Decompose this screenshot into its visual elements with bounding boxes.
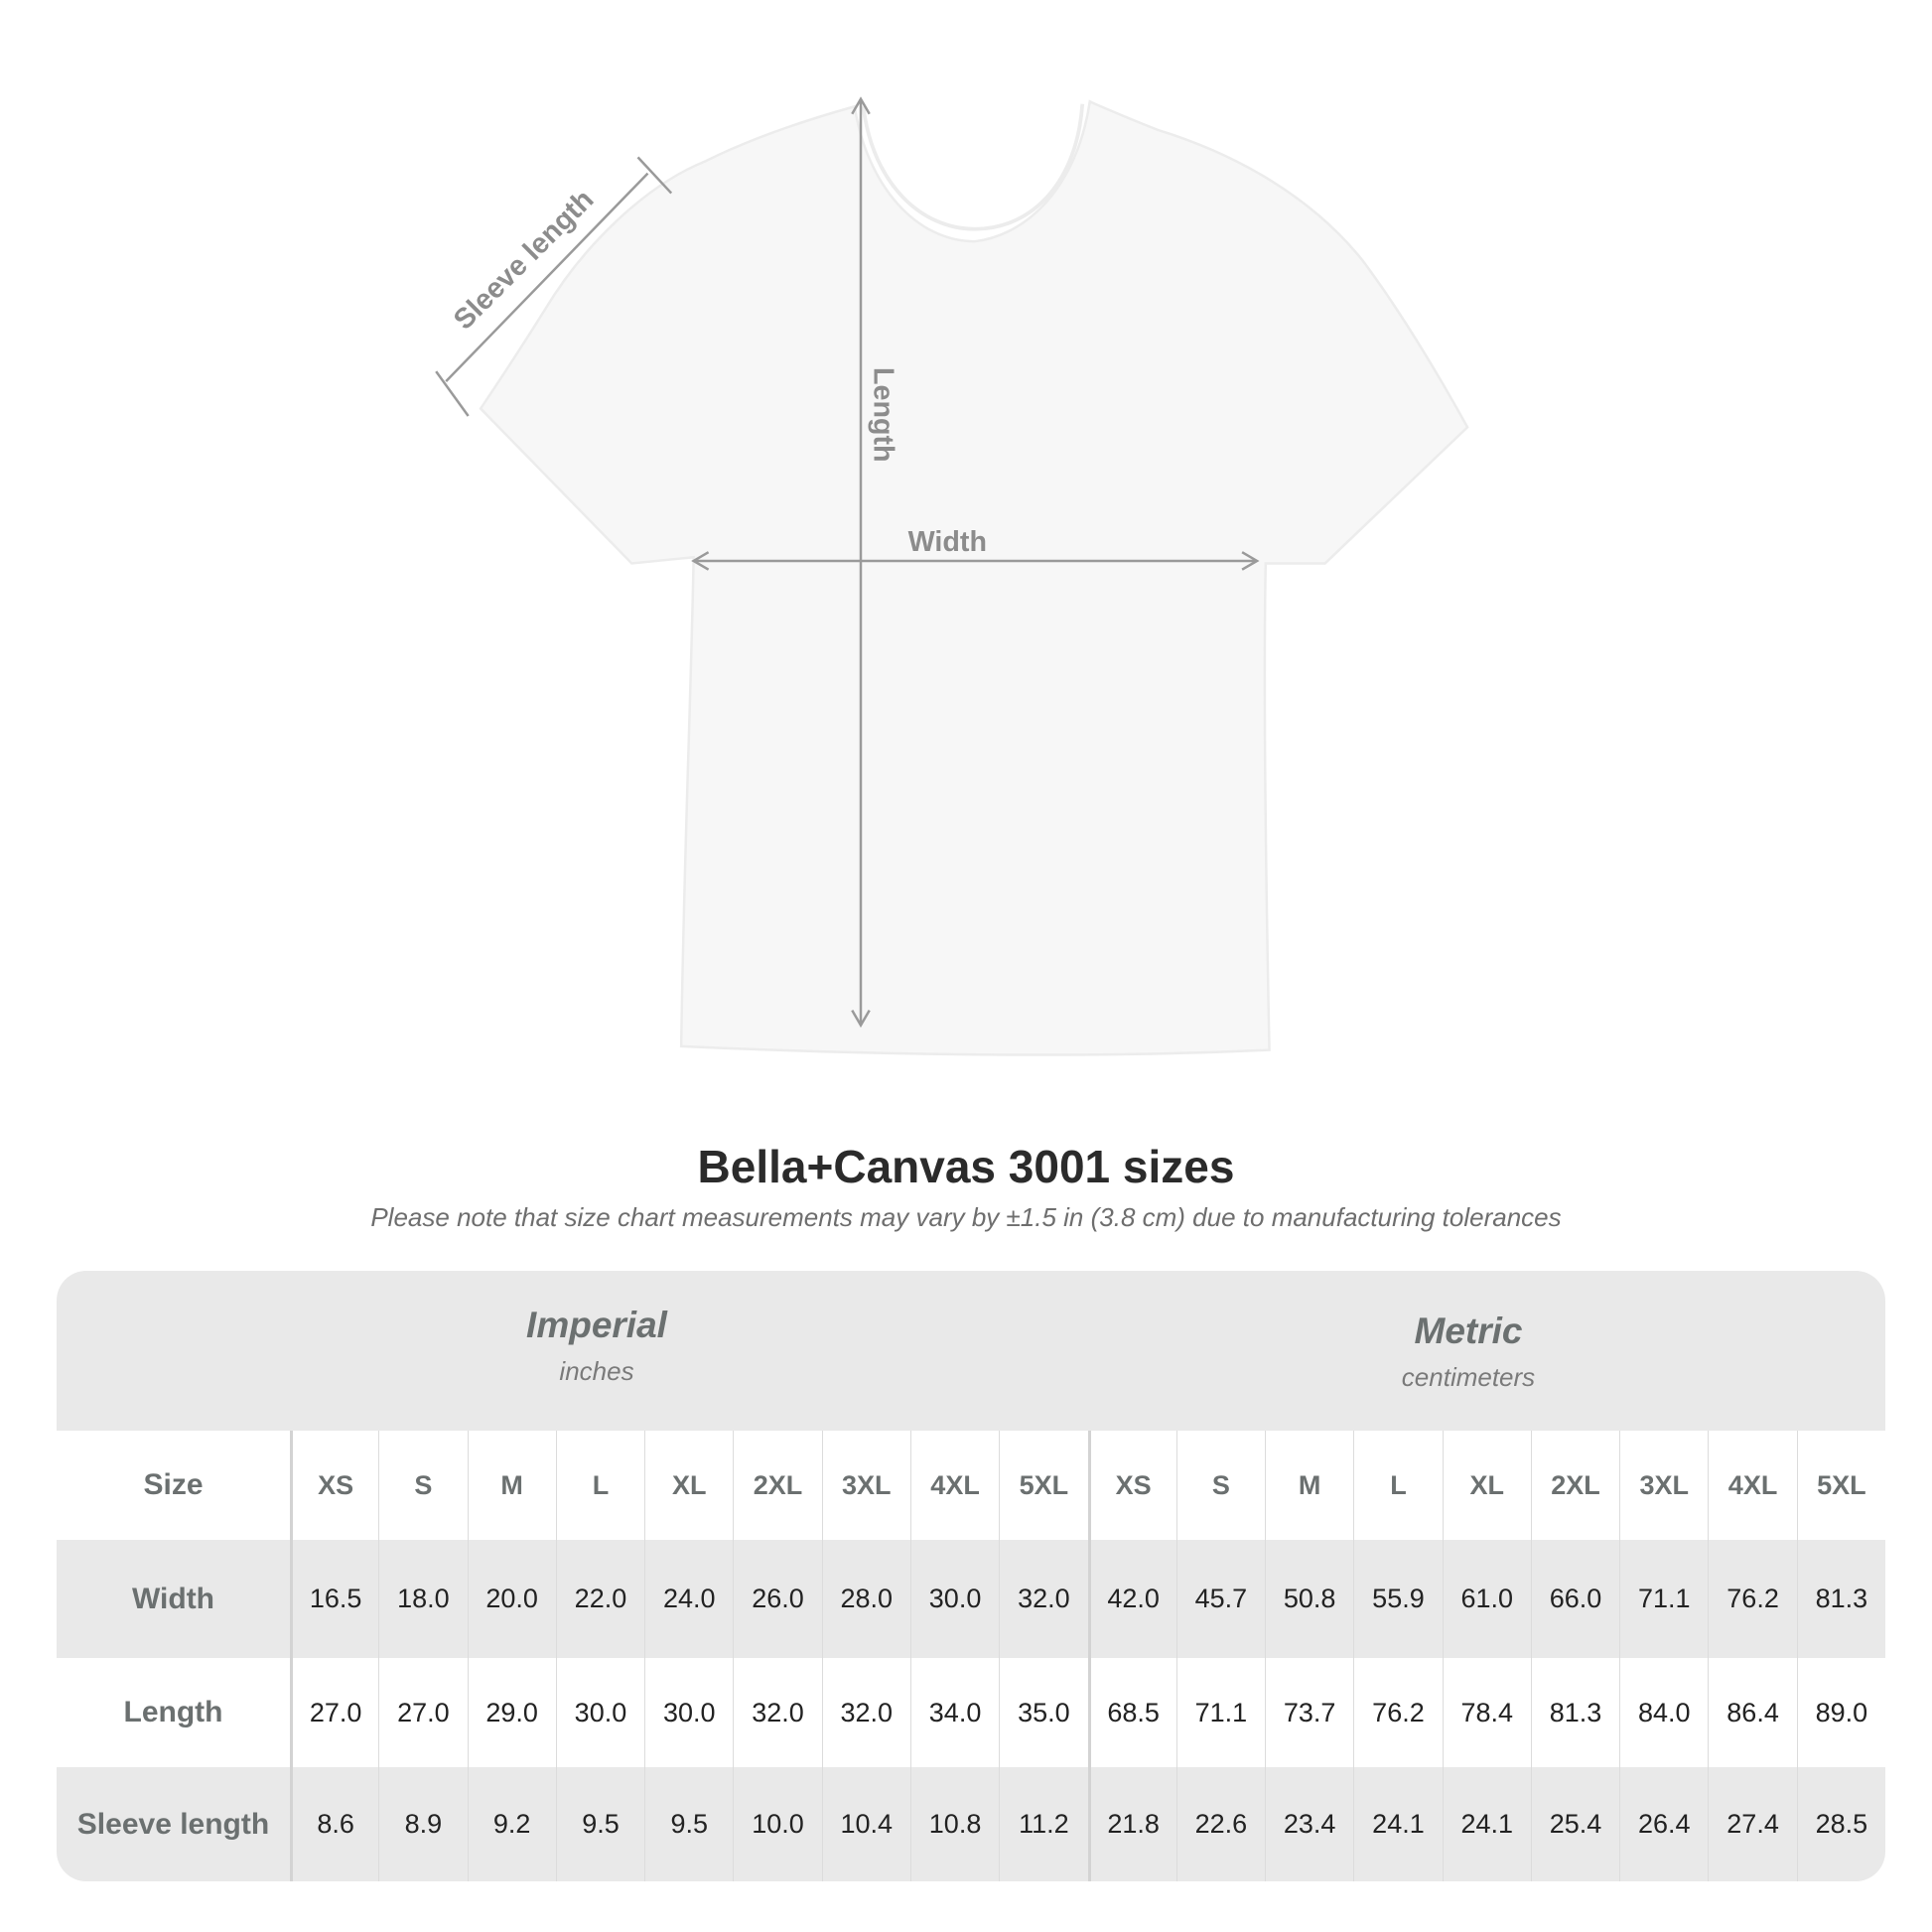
table-cell: 27.0	[378, 1658, 467, 1767]
table-cell: 81.3	[1796, 1540, 1885, 1658]
table-cell: 55.9	[1353, 1540, 1442, 1658]
row-band	[57, 1540, 1885, 1658]
table-cell: 8.9	[378, 1767, 467, 1881]
table-cell: 73.7	[1265, 1658, 1353, 1767]
size-header: XL	[1442, 1431, 1531, 1540]
table-cell: 9.5	[644, 1767, 733, 1881]
table-cell: 20.0	[467, 1540, 556, 1658]
table-cell: 32.0	[821, 1658, 910, 1767]
table-cell: 66.0	[1530, 1540, 1619, 1658]
imperial-header: Imperial inches	[348, 1305, 845, 1387]
size-header: XS	[290, 1431, 378, 1540]
size-header: M	[467, 1431, 556, 1540]
table-cell: 9.5	[555, 1767, 644, 1881]
table-cell: 10.4	[821, 1767, 910, 1881]
row-label: Sleeve length	[76, 1807, 270, 1841]
table-cell: 16.5	[290, 1540, 378, 1658]
table-cell: 9.2	[467, 1767, 556, 1881]
row-label: Length	[123, 1696, 223, 1728]
metric-title: Metric	[1414, 1311, 1523, 1351]
size-table: Imperial inches Metric centimeters Size X…	[57, 1271, 1885, 1881]
size-header: 4XL	[909, 1431, 999, 1540]
table-cell: 32.0	[733, 1658, 821, 1767]
table-cell: 76.2	[1353, 1658, 1442, 1767]
table-cell: 26.4	[1619, 1767, 1708, 1881]
table-cell: 32.0	[999, 1540, 1087, 1658]
metric-header: Metric centimeters	[1220, 1311, 1717, 1393]
table-cell: 61.0	[1442, 1540, 1531, 1658]
size-header: 4XL	[1708, 1431, 1796, 1540]
row-label: Width	[131, 1582, 215, 1615]
imperial-unit: inches	[559, 1356, 634, 1386]
size-header: S	[378, 1431, 467, 1540]
table-cell: 45.7	[1175, 1540, 1265, 1658]
size-header: XS	[1087, 1431, 1176, 1540]
table-cell: 24.1	[1353, 1767, 1442, 1881]
tolerance-note: Please note that size chart measurements…	[370, 1202, 1562, 1232]
size-header: S	[1175, 1431, 1265, 1540]
table-cell: 22.6	[1175, 1767, 1265, 1881]
table-cell: 24.1	[1442, 1767, 1531, 1881]
table-cell: 28.5	[1796, 1767, 1885, 1881]
row-band	[57, 1767, 1885, 1881]
table-cell: 30.0	[644, 1658, 733, 1767]
table-cell: 84.0	[1619, 1658, 1708, 1767]
length-label: Length	[868, 367, 899, 463]
table-cell: 8.6	[290, 1767, 378, 1881]
page-title: Bella+Canvas 3001 sizes	[697, 1141, 1235, 1192]
table-cell: 24.0	[644, 1540, 733, 1658]
size-header: XL	[644, 1431, 733, 1540]
size-header-label: Size	[143, 1468, 204, 1501]
table-cell: 28.0	[821, 1540, 910, 1658]
table-cell: 81.3	[1530, 1658, 1619, 1767]
dimension-arrows	[435, 96, 1260, 1029]
table-cell: 27.0	[290, 1658, 378, 1767]
table-cell: 23.4	[1265, 1767, 1353, 1881]
table-cell: 10.0	[733, 1767, 821, 1881]
table-cell: 86.4	[1708, 1658, 1796, 1767]
tshirt-diagram: Sleeve length Length Width	[435, 96, 1469, 1056]
table-cell: 68.5	[1087, 1658, 1176, 1767]
table-cell: 27.4	[1708, 1767, 1796, 1881]
table-cell: 25.4	[1530, 1767, 1619, 1881]
size-header: M	[1265, 1431, 1353, 1540]
size-header: 3XL	[1619, 1431, 1708, 1540]
table-cell: 71.1	[1619, 1540, 1708, 1658]
tshirt-image	[479, 99, 1469, 1056]
table-cell: 11.2	[999, 1767, 1087, 1881]
table-cell: 71.1	[1175, 1658, 1265, 1767]
table-cell: 10.8	[909, 1767, 999, 1881]
header-band	[57, 1271, 1885, 1431]
width-label: Width	[908, 526, 987, 558]
table-cell: 50.8	[1265, 1540, 1353, 1658]
table-cell: 35.0	[999, 1658, 1087, 1767]
table-cell: 30.0	[909, 1540, 999, 1658]
table-cell: 42.0	[1087, 1540, 1176, 1658]
size-header: L	[555, 1431, 644, 1540]
table-cell: 89.0	[1796, 1658, 1885, 1767]
size-header: L	[1353, 1431, 1442, 1540]
imperial-title: Imperial	[526, 1305, 667, 1345]
table-cell: 26.0	[733, 1540, 821, 1658]
table-cell: 29.0	[467, 1658, 556, 1767]
table-cell: 34.0	[909, 1658, 999, 1767]
table-cell: 30.0	[555, 1658, 644, 1767]
table-cell: 78.4	[1442, 1658, 1531, 1767]
metric-unit: centimeters	[1401, 1362, 1536, 1392]
table-cell: 76.2	[1708, 1540, 1796, 1658]
size-header: 2XL	[733, 1431, 821, 1540]
size-header: 5XL	[999, 1431, 1087, 1540]
size-header: 2XL	[1530, 1431, 1619, 1540]
size-header: 5XL	[1796, 1431, 1885, 1540]
size-header: 3XL	[821, 1431, 910, 1540]
table-cell: 22.0	[555, 1540, 644, 1658]
table-cell: 21.8	[1087, 1767, 1176, 1881]
table-cell: 18.0	[378, 1540, 467, 1658]
